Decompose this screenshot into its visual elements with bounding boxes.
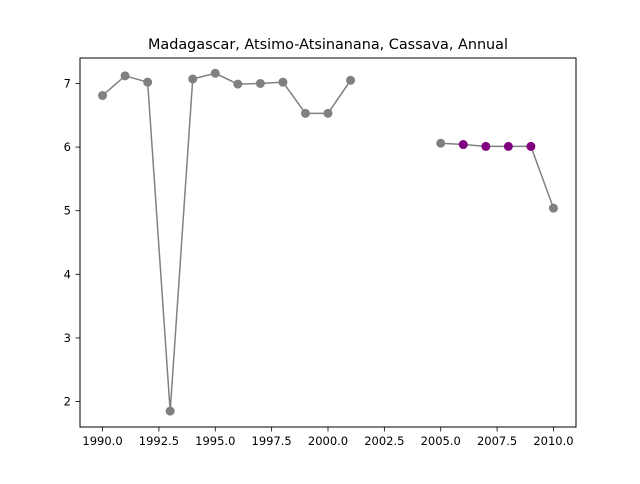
data-point xyxy=(165,406,175,416)
data-point xyxy=(120,71,130,81)
y-tick-label: 3 xyxy=(64,331,71,345)
plot-area xyxy=(98,68,558,416)
data-point xyxy=(98,91,108,101)
x-tick-label: 2002.5 xyxy=(364,434,404,448)
y-tick-label: 2 xyxy=(64,395,71,409)
data-point xyxy=(278,77,288,87)
data-point xyxy=(210,68,220,78)
y-tick-label: 6 xyxy=(64,140,71,154)
data-point xyxy=(481,141,491,151)
data-point xyxy=(503,141,513,151)
x-axis: 1990.0 1992.5 1995.0 1997.5 2000.0 2002.5 2005… xyxy=(82,427,574,448)
data-point xyxy=(188,74,198,84)
y-tick-label: 4 xyxy=(64,267,71,281)
x-tick-label: 2000.0 xyxy=(308,434,348,448)
x-tick-label: 1992.5 xyxy=(139,434,179,448)
x-tick-label: 1997.5 xyxy=(252,434,292,448)
data-point xyxy=(323,108,333,118)
data-point xyxy=(255,78,265,88)
data-point xyxy=(436,138,446,148)
x-tick-label: 1995.0 xyxy=(195,434,235,448)
data-point xyxy=(526,141,536,151)
data-point xyxy=(346,75,356,85)
chart-title: Madagascar, Atsimo-Atsinanana, Cassava, … xyxy=(148,37,508,53)
y-axis: 2 3 4 5 6 7 xyxy=(64,76,80,409)
y-tick-label: 5 xyxy=(64,204,71,218)
x-tick-label: 2007.5 xyxy=(477,434,517,448)
x-tick-label: 2005.0 xyxy=(421,434,461,448)
data-point xyxy=(458,140,468,150)
x-tick-label: 1990.0 xyxy=(82,434,122,448)
data-point xyxy=(233,79,243,89)
data-point xyxy=(143,77,153,87)
data-point xyxy=(300,108,310,118)
data-point xyxy=(548,203,558,213)
y-tick-label: 7 xyxy=(64,76,71,90)
x-tick-label: 2010.0 xyxy=(533,434,573,448)
